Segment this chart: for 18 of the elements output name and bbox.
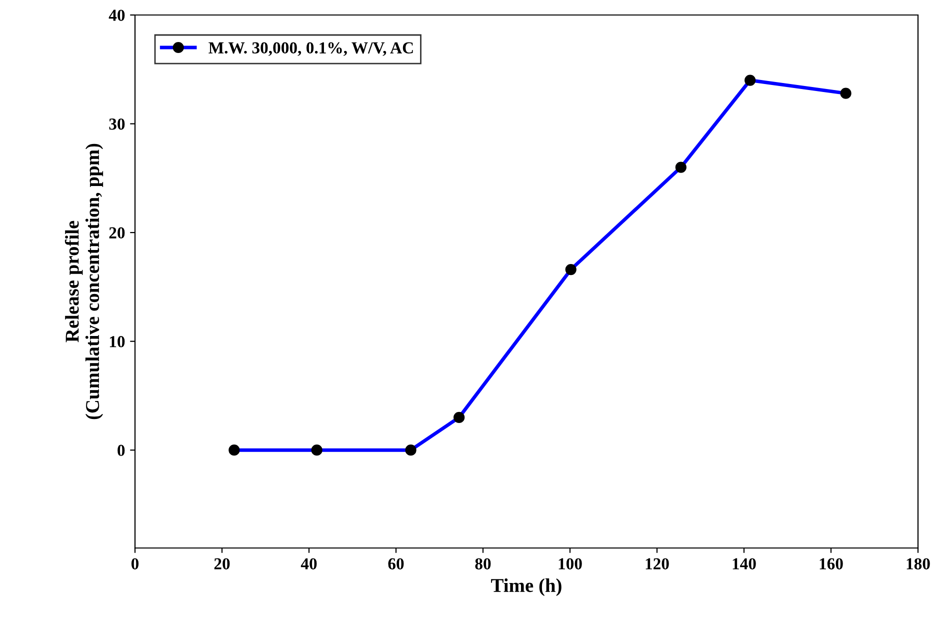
x-tick-label: 0 [131,558,139,570]
x-tick-label: 100 [558,558,582,570]
y-tick-label: 10 [110,336,125,348]
legend-label: M.W. 30,000, 0.1%, W/V, AC [208,42,413,56]
y-axis-title: Release profile (Cumulative concentration, ppm) [64,144,104,420]
x-axis-title: Time (h) [491,578,562,596]
x-tick-label: 20 [214,558,230,570]
x-tick-label: 180 [906,558,930,570]
x-tick-label: 80 [475,558,491,570]
y-tick-label: 40 [108,10,125,21]
x-tick-label: 160 [820,558,843,570]
x-tick-label: 120 [646,558,669,570]
x-tick-label: 40 [300,558,317,570]
y-tick-label: 20 [109,227,125,238]
y-tick-label: 0 [118,444,125,456]
y-tick-label: 30 [109,118,125,130]
x-tick-label: 60 [388,558,404,570]
x-tick-label: 140 [732,558,756,570]
